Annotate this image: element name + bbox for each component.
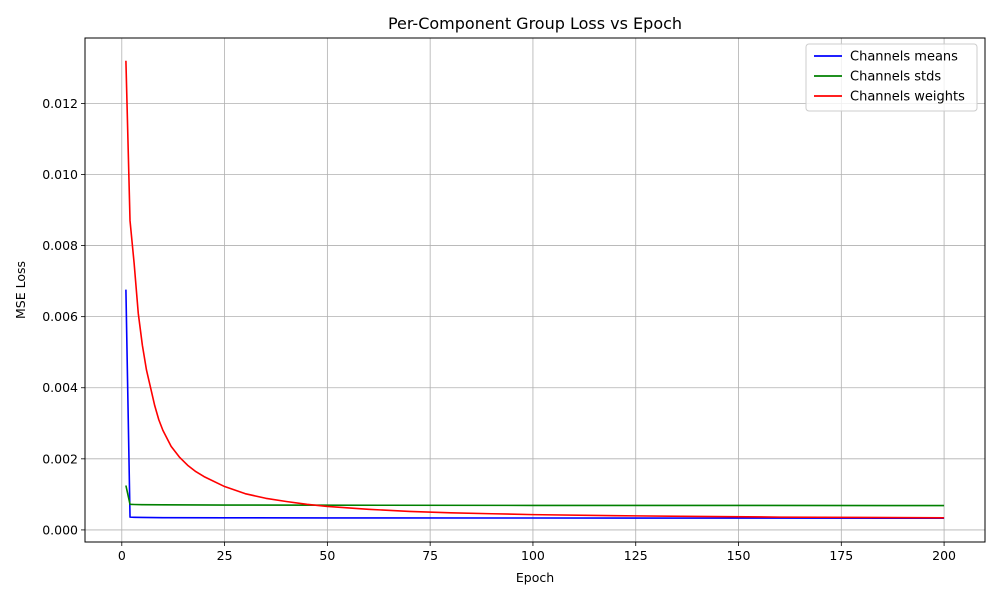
tick-layer: 0 25 50 75 100 125 150 175 200 0.000 0.002 0.004 0.0… — [42, 96, 956, 563]
legend-label: Channels stds — [850, 70, 941, 85]
legend-box — [805, 43, 978, 112]
x-tick-label: 0 — [118, 548, 126, 563]
series-line-channels-weights — [125, 60, 945, 519]
plot-frame — [84, 37, 986, 543]
y-tick-label: 0.010 — [42, 167, 78, 182]
chart-title: Per-Component Group Loss vs Epoch — [388, 14, 682, 33]
y-tick-label: 0.000 — [42, 522, 78, 537]
y-tick-label: 0.004 — [42, 380, 78, 395]
series-line-channels-means — [125, 289, 945, 519]
x-tick-label: 150 — [727, 548, 751, 563]
y-tick-label: 0.008 — [42, 238, 78, 253]
x-tick-label: 100 — [521, 548, 545, 563]
y-tick-label: 0.006 — [42, 309, 78, 324]
series-line-channels-stds — [125, 485, 945, 507]
legend: Channels means Channels stds Channels weig… — [805, 43, 978, 112]
x-tick-label: 125 — [624, 548, 648, 563]
x-axis-title: Epoch — [516, 570, 554, 585]
legend-label: Channels means — [850, 50, 958, 65]
x-tick-label: 200 — [932, 548, 956, 563]
y-axis-title: MSE Loss — [13, 261, 28, 319]
grid-layer — [85, 38, 985, 542]
y-tick-label: 0.012 — [42, 96, 78, 111]
x-tick-label: 175 — [829, 548, 853, 563]
legend-label: Channels weights — [850, 90, 965, 105]
x-tick-label: 25 — [217, 548, 233, 563]
x-tick-label: 50 — [319, 548, 335, 563]
x-tick-label: 75 — [422, 548, 438, 563]
y-tick-label: 0.002 — [42, 451, 78, 466]
series-layer — [125, 60, 945, 519]
